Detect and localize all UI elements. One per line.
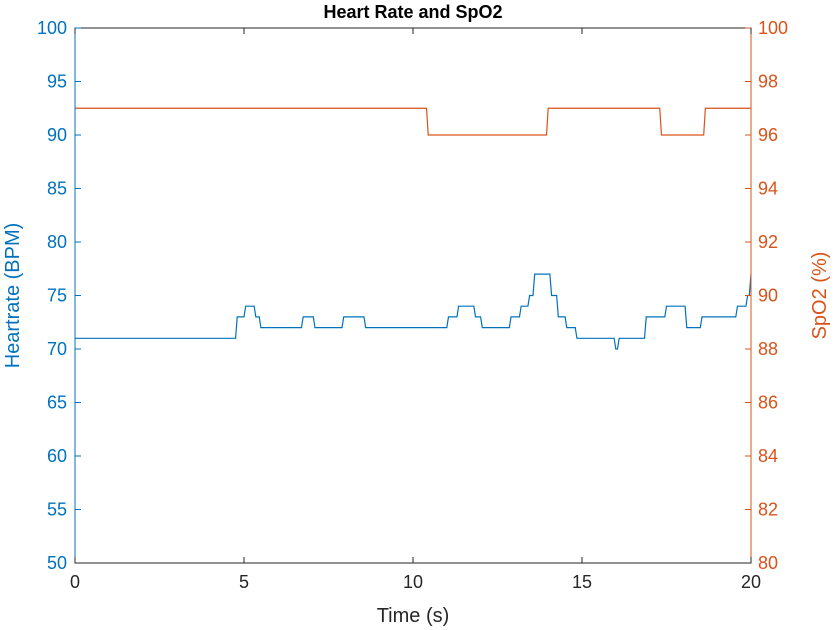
y-left-tick-label: 55 [47,500,67,520]
y-right-tick-label: 84 [758,446,778,466]
y-axis-right-label: SpO2 (%) [809,252,831,340]
y-right-tick-label: 88 [758,339,778,359]
y-right-tick-label: 94 [758,179,778,199]
x-tick-label: 10 [403,572,423,592]
series-line-heartrate [75,273,752,350]
y-left-tick-label: 65 [47,393,67,413]
y-right-tick-label: 82 [758,500,778,520]
chart-title: Heart Rate and SpO2 [323,2,502,22]
y-left-tick-label: 90 [47,125,67,145]
y-axis-left-label: Heartrate (BPM) [2,223,24,369]
y-left-tick-label: 95 [47,72,67,92]
x-tick-label: 0 [70,572,80,592]
x-tick-label: 15 [572,572,592,592]
y-right-tick-label: 98 [758,72,778,92]
y-left-tick-label: 100 [37,18,67,38]
y-left-tick-label: 75 [47,286,67,306]
right-axis: 80 82 84 86 88 90 92 94 96 98 100 [745,18,788,573]
x-tick-label: 20 [741,572,761,592]
y-right-tick-label: 86 [758,393,778,413]
y-right-tick-label: 92 [758,232,778,252]
x-axis-label: Time (s) [377,605,450,627]
x-tick-label: 5 [239,572,249,592]
y-right-tick-label: 90 [758,286,778,306]
y-left-tick-label: 50 [47,553,67,573]
y-right-tick-label: 96 [758,125,778,145]
y-left-tick-label: 85 [47,179,67,199]
y-right-tick-label: 80 [758,553,778,573]
y-right-tick-label: 100 [758,18,788,38]
y-left-tick-label: 70 [47,339,67,359]
series-layer [75,107,752,350]
y-left-tick-label: 60 [47,446,67,466]
y-left-tick-label: 80 [47,232,67,252]
series-line-spo2 [75,107,751,136]
bottom-axis: 0 5 10 15 20 [70,28,761,592]
left-axis: 50 55 60 65 70 75 80 85 90 95 100 [37,18,81,573]
